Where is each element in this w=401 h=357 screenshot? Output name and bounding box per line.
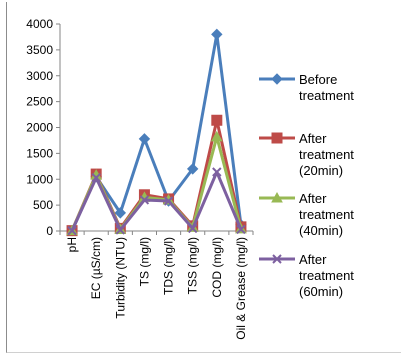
y-tick-label: 1000 [26,172,53,186]
data-point [91,172,101,183]
legend-label: After treatment (20min) [299,131,354,178]
data-point [114,207,127,219]
data-point [67,225,77,236]
y-tick-label: 500 [33,198,53,212]
data-point [139,195,150,205]
series-4 [67,167,246,236]
x-tick-label: COD (mg/l) [210,237,224,298]
legend-item: After treatment (20min) [259,131,354,178]
legend-label: Before treatment [299,72,354,103]
legend: Before treatment After treatment (20min) Afte… [259,72,354,299]
x-tick-label: EC (µS/cm) [89,237,103,299]
data-point [210,130,223,142]
x-tick-label: TSS (mg/l) [186,237,200,294]
series-group [66,28,247,237]
x-tick-label: TDS (mg/l) [162,237,176,295]
y-tick-label: 0 [46,224,53,238]
data-point [163,196,174,206]
line-chart: 0 500 1000 1500 2000 2500 3000 3500 4000 pH EC (µ… [26,17,354,340]
data-point [187,223,198,234]
x-tick-label: pH [65,237,79,252]
series-line [70,170,243,232]
legend-marker [271,132,283,144]
y-tick-label: 2000 [26,121,53,135]
y-tick-label: 3000 [26,69,53,83]
data-point [186,163,199,175]
legend-item: After treatment (60min) [259,252,354,299]
legend-marker [271,73,283,85]
data-point [115,225,126,235]
x-axis-ticks: pH EC (µS/cm) Turbidity (NTU) TS (mg/l) TDS … [59,231,254,340]
x-tick-label: Oil & Grease (mg/l) [234,237,248,340]
y-tick-label: 3500 [26,43,53,57]
y-axis-ticks: 0 500 1000 1500 2000 2500 3000 3500 4000 [26,17,60,238]
legend-marker [272,254,282,264]
data-point [236,224,246,235]
legend-label: After treatment (40min) [299,191,354,238]
legend-marker [271,191,283,203]
x-tick-label: TS (mg/l) [137,237,151,286]
data-point [212,167,222,177]
data-point [211,28,223,41]
data-point [211,114,223,126]
data-point [138,133,151,145]
y-tick-label: 4000 [26,17,53,31]
x-tick-label: Turbidity (NTU) [113,237,127,319]
legend-label: After treatment (60min) [299,252,354,299]
chart-frame: 0 500 1000 1500 2000 2500 3000 3500 4000 pH EC (µ… [6,2,401,353]
legend-item: Before treatment [259,72,354,103]
y-tick-label: 2500 [26,95,53,109]
y-tick-label: 1500 [26,146,53,160]
legend-item: After treatment (40min) [259,191,354,238]
